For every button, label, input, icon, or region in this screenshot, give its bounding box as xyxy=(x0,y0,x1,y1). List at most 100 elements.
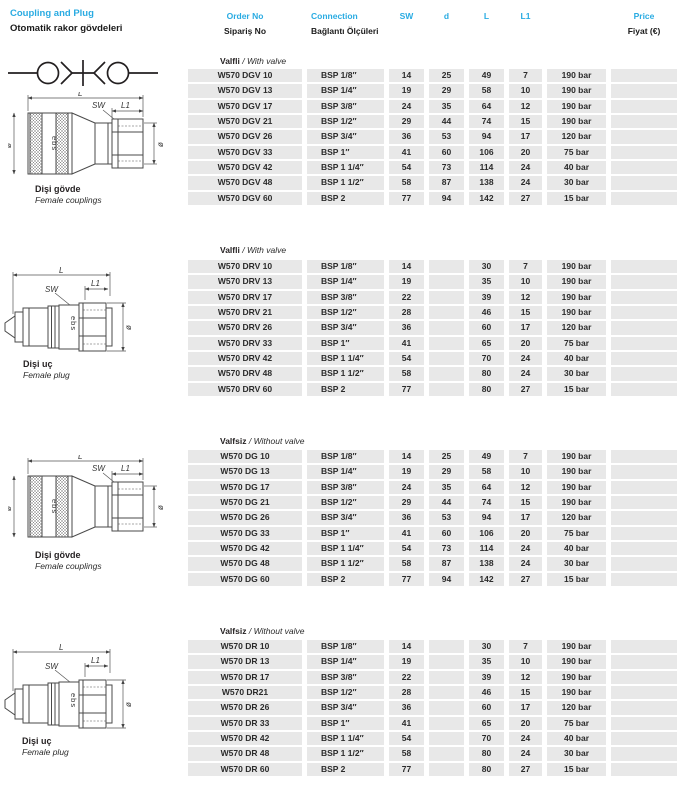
col-header-order-en: Order No xyxy=(226,11,264,21)
d-cell xyxy=(429,367,464,381)
l-cell: 106 xyxy=(469,526,504,540)
connection-cell: BSP 3/8″ xyxy=(307,670,384,685)
dim-label-l: L xyxy=(78,455,82,461)
l-cell: 46 xyxy=(469,685,504,700)
l1-cell: 17 xyxy=(509,130,542,144)
sw-cell: 14 xyxy=(389,260,424,274)
l1-cell: 20 xyxy=(509,716,542,730)
sleeve-brand-text: ebs xyxy=(69,316,78,331)
sw-cell: 36 xyxy=(389,511,424,525)
pressure-cell: 190 bar xyxy=(547,640,606,654)
figure-caption-en: Female couplings xyxy=(35,195,102,205)
price-cell xyxy=(611,511,677,525)
l-cell: 58 xyxy=(469,465,504,479)
l1-cell: 10 xyxy=(509,84,542,98)
pressure-cell: 30 bar xyxy=(547,176,606,190)
pressure-cell: 190 bar xyxy=(547,84,606,98)
price-cell xyxy=(611,305,677,320)
pressure-cell: 40 bar xyxy=(547,541,606,556)
page-title-tr: Otomatik rakor gövdeleri xyxy=(10,23,123,34)
dim-label-l1: L1 xyxy=(91,656,100,665)
d-cell: 29 xyxy=(429,465,464,479)
price-cell xyxy=(611,557,677,571)
sw-cell: 58 xyxy=(389,176,424,190)
l1-cell: 20 xyxy=(509,145,542,159)
figure-caption: Dişi uç Female plug xyxy=(22,736,69,758)
dim-label-sw: SW xyxy=(45,285,59,294)
order-no-cell: W570 DGV 26 xyxy=(188,130,302,144)
l1-cell: 24 xyxy=(509,541,542,556)
d-cell: 60 xyxy=(429,145,464,159)
sw-cell: 28 xyxy=(389,685,424,700)
connection-cell: BSP 1/4″ xyxy=(307,655,384,669)
order-no-cell: W570 DGV 13 xyxy=(188,84,302,98)
female-plug-drawing: L SW L1 ø ebs xyxy=(4,643,133,729)
figure-caption: Dişi uç Female plug xyxy=(23,359,70,381)
figure-caption-tr: Dişi gövde xyxy=(35,550,81,560)
d-cell xyxy=(429,685,464,700)
connection-cell: BSP 3/4″ xyxy=(307,701,384,715)
col-header-l1: L1 xyxy=(520,11,531,21)
connection-cell: BSP 1/4″ xyxy=(307,84,384,98)
l1-cell: 15 xyxy=(509,305,542,320)
sw-cell: 41 xyxy=(389,716,424,730)
price-cell xyxy=(611,640,677,654)
sw-cell: 22 xyxy=(389,290,424,305)
d-cell xyxy=(429,275,464,289)
price-cell xyxy=(611,160,677,175)
d-cell xyxy=(429,701,464,715)
col-header-price-tr: Fiyat (€) xyxy=(627,26,661,36)
pressure-cell: 15 bar xyxy=(547,382,606,396)
l1-cell: 15 xyxy=(509,114,542,129)
sw-cell: 58 xyxy=(389,747,424,761)
order-no-cell: W570 DR 17 xyxy=(188,670,302,685)
pressure-cell: 75 bar xyxy=(547,145,606,159)
sw-cell: 77 xyxy=(389,191,424,205)
pressure-cell: 190 bar xyxy=(547,465,606,479)
connection-cell: BSP 1 1/4″ xyxy=(307,351,384,366)
connection-cell: BSP 1″ xyxy=(307,145,384,159)
order-no-cell: W570 DRV 21 xyxy=(188,305,302,320)
sw-cell: 29 xyxy=(389,114,424,129)
l-cell: 94 xyxy=(469,511,504,525)
col-header-d: d xyxy=(443,11,450,21)
l-cell: 64 xyxy=(469,480,504,495)
l-cell: 35 xyxy=(469,655,504,669)
l-cell: 138 xyxy=(469,557,504,571)
sleeve-brand-text: ebs xyxy=(50,136,59,151)
sw-cell: 14 xyxy=(389,69,424,83)
d-cell xyxy=(429,716,464,730)
sw-cell: 19 xyxy=(389,84,424,98)
sw-cell: 77 xyxy=(389,572,424,586)
d-cell xyxy=(429,290,464,305)
connection-cell: BSP 1 1/4″ xyxy=(307,731,384,746)
sw-cell: 14 xyxy=(389,450,424,464)
connection-cell: BSP 3/8″ xyxy=(307,290,384,305)
price-cell xyxy=(611,382,677,396)
pressure-cell: 190 bar xyxy=(547,305,606,320)
pressure-cell: 190 bar xyxy=(547,480,606,495)
connection-cell: BSP 1 1/2″ xyxy=(307,747,384,761)
connection-cell: BSP 1/2″ xyxy=(307,114,384,129)
price-cell xyxy=(611,465,677,479)
sw-cell: 22 xyxy=(389,670,424,685)
dim-label-dia: ø xyxy=(8,506,13,511)
connection-cell: BSP 1/2″ xyxy=(307,305,384,320)
connection-cell: BSP 1 1/2″ xyxy=(307,557,384,571)
l-cell: 80 xyxy=(469,747,504,761)
order-no-cell: W570 DR 26 xyxy=(188,701,302,715)
d-cell: 53 xyxy=(429,130,464,144)
price-cell xyxy=(611,526,677,540)
sw-cell: 41 xyxy=(389,145,424,159)
l-cell: 30 xyxy=(469,260,504,274)
sw-cell: 24 xyxy=(389,99,424,114)
connection-cell: BSP 3/4″ xyxy=(307,321,384,335)
pressure-cell: 120 bar xyxy=(547,130,606,144)
order-no-cell: W570 DRV 26 xyxy=(188,321,302,335)
dim-label-dia: ø xyxy=(156,142,165,147)
l1-cell: 24 xyxy=(509,351,542,366)
price-cell xyxy=(611,731,677,746)
l-cell: 49 xyxy=(469,69,504,83)
l1-cell: 27 xyxy=(509,572,542,586)
l-cell: 106 xyxy=(469,145,504,159)
